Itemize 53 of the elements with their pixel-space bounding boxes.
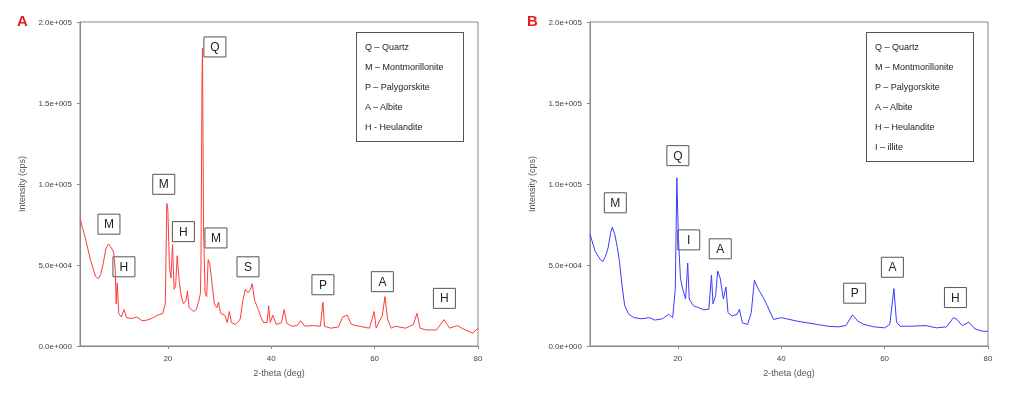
annotation: Q	[210, 39, 220, 54]
x-tick-label: 20	[673, 353, 683, 363]
annotation: H	[951, 290, 960, 305]
y-tick-label: 1.5e+005	[548, 98, 583, 108]
line-series	[589, 177, 989, 332]
annotation: A	[716, 241, 725, 256]
annotation: H	[440, 291, 449, 306]
y-tick-label: 0.0e+000	[38, 341, 73, 351]
annotation: A – Albite	[365, 101, 404, 114]
annotation: H - Heulandite	[365, 121, 424, 134]
annotation: H	[119, 259, 129, 274]
x-tick-label: 40	[776, 353, 787, 363]
y-axis-title: Intensity (cps)	[526, 155, 537, 213]
annotation: M	[610, 195, 621, 210]
annotation: Q – Quartz	[365, 41, 410, 54]
y-tick-label: 0.0e+000	[548, 341, 583, 351]
chart-title: B	[527, 12, 538, 29]
x-tick-label: 80	[983, 353, 993, 363]
x-tick-label: 80	[473, 353, 483, 363]
y-tick-label: 1.0e+005	[548, 179, 583, 189]
y-tick-label: 1.0e+005	[38, 179, 73, 189]
chart-title: A	[17, 12, 28, 29]
annotation: M – Montmorillonite	[875, 61, 955, 74]
annotation: P	[318, 277, 327, 292]
annotation: Q – Quartz	[875, 41, 920, 54]
y-tick-label: 2.0e+005	[38, 17, 73, 27]
y-tick-label: 1.5e+005	[38, 98, 73, 108]
annotation: I	[687, 232, 691, 247]
annotation: A – Albite	[875, 101, 914, 114]
annotation: M – Montmorillonite	[365, 61, 445, 74]
annotation: P	[850, 286, 859, 301]
x-tick-label: 20	[163, 353, 173, 363]
y-tick-label: 5.0e+004	[38, 260, 73, 270]
annotation: M	[158, 177, 169, 192]
annotation: A	[378, 274, 387, 289]
annotation: A	[888, 260, 897, 275]
annotation: M	[210, 230, 221, 245]
x-axis-title: 2-theta (deg)	[253, 367, 305, 378]
annotation: P – Palygorskite	[365, 81, 431, 94]
x-tick-label: 60	[880, 353, 890, 363]
annotation: Q	[673, 148, 683, 163]
x-tick-label: 60	[370, 353, 380, 363]
annotation: M	[103, 217, 114, 232]
y-tick-label: 5.0e+004	[548, 260, 583, 270]
annotation: I – illite	[875, 141, 904, 154]
y-tick-label: 2.0e+005	[548, 17, 583, 27]
annotation: H	[179, 224, 188, 239]
annotation: H – Heulandite	[875, 121, 936, 134]
y-axis-title: Intensity (cps)	[16, 155, 27, 213]
x-axis-title: 2-theta (deg)	[763, 367, 815, 378]
x-tick-label: 40	[266, 353, 277, 363]
annotation: S	[243, 259, 252, 274]
annotation: P – Palygorskite	[875, 81, 941, 94]
